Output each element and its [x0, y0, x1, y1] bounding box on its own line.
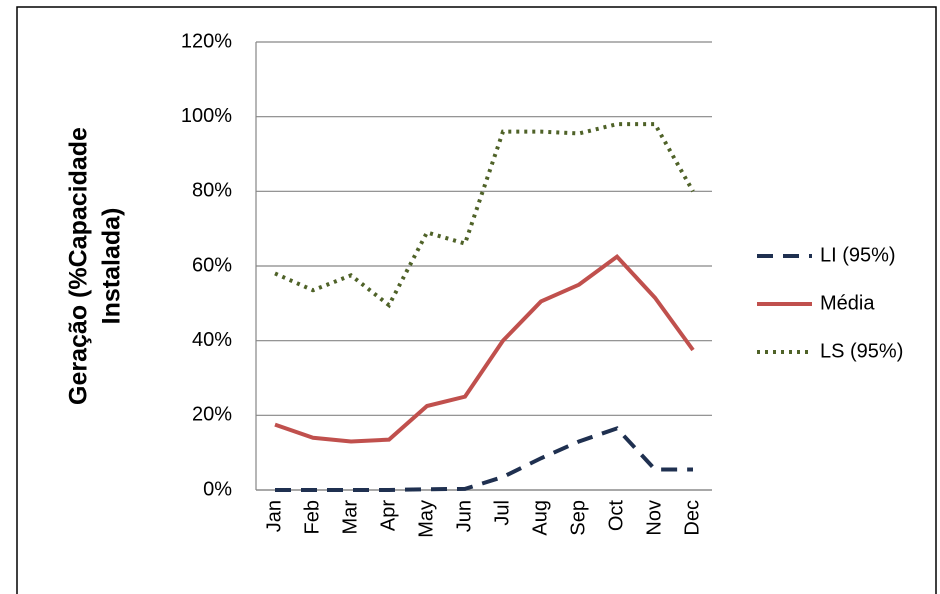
y-tick-label: 20% — [192, 404, 232, 426]
y-tick-label: 120% — [181, 30, 232, 52]
x-tick-label: Dec — [681, 500, 703, 536]
x-tick-label: Jun — [453, 500, 475, 532]
x-tick-label: Mar — [339, 500, 361, 535]
legend-label: LI (95%) — [820, 244, 896, 266]
data-line — [274, 253, 695, 444]
legend-label: Média — [820, 292, 875, 314]
x-tick-label: May — [415, 500, 437, 538]
x-tick-label: Nov — [643, 500, 665, 536]
legend-label: LS (95%) — [820, 340, 903, 362]
y-tick-label: 60% — [192, 254, 232, 276]
x-tick-label: Apr — [377, 500, 399, 531]
data-line — [274, 122, 695, 309]
y-tick-label: 40% — [192, 329, 232, 351]
y-tick-label: 0% — [203, 478, 232, 500]
x-tick-label: Sep — [567, 500, 589, 536]
y-axis-label: Instalada) — [98, 208, 126, 325]
y-tick-label: 80% — [192, 180, 232, 202]
x-tick-label: Oct — [605, 500, 627, 532]
data-line — [275, 426, 693, 492]
y-axis-label: Geração (%Capacidade — [65, 127, 93, 405]
chart-frame — [16, 6, 937, 594]
x-tick-label: Jan — [263, 500, 285, 532]
x-tick-label: Aug — [529, 500, 551, 536]
y-tick-label: 100% — [181, 105, 232, 127]
x-tick-label: Jul — [491, 500, 513, 526]
x-tick-label: Feb — [301, 500, 323, 534]
